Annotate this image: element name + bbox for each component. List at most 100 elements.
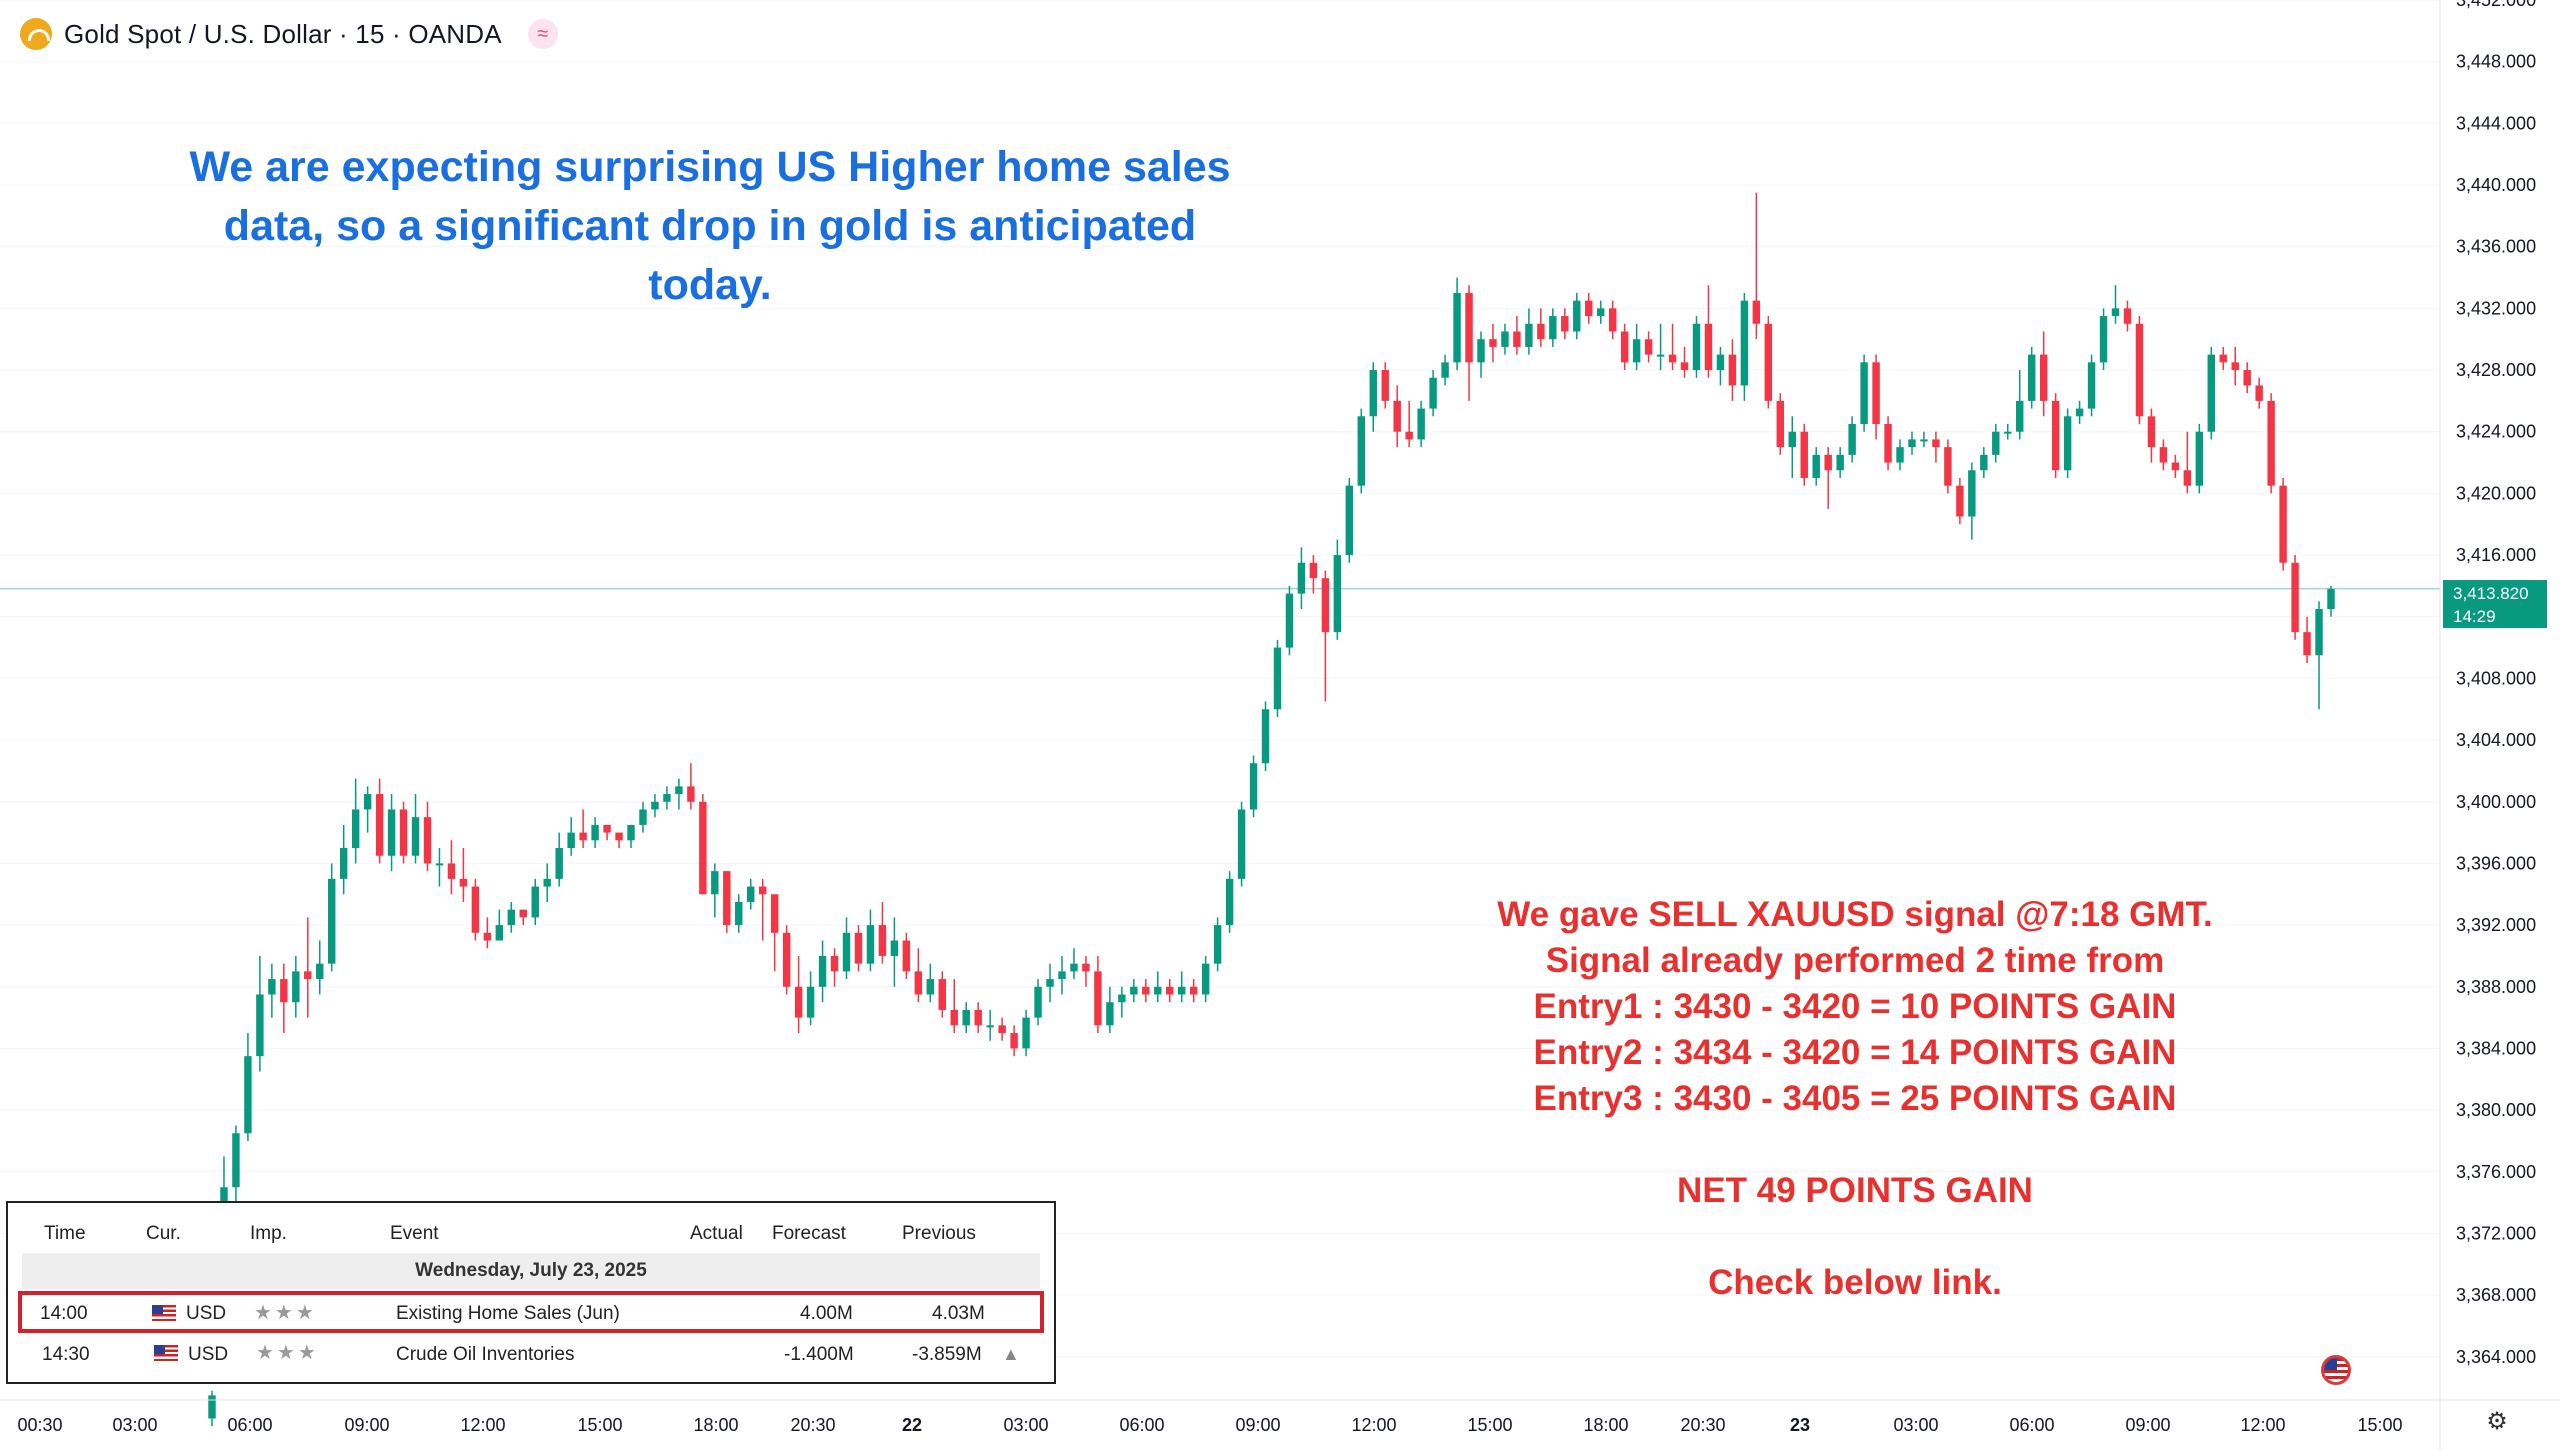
x-tick-label: 20:30 [1680,1415,1725,1435]
wave-icon[interactable]: ≈ [527,19,558,49]
event-currency: USD [188,1344,229,1365]
candle-body [2243,370,2251,386]
candle-body [1561,316,1569,332]
signal-annotation: We gave SELL XAUUSD signal @7:18 GMT. Si… [1450,892,2260,1306]
y-tick-label: 3,384.000 [2456,1038,2536,1058]
calendar-row[interactable]: 14:30 USD ★★★ Crude Oil Inventories -1.4… [22,1335,1040,1371]
candle-body [232,1133,240,1188]
x-tick-label: 03:00 [112,1415,157,1435]
candle-body [1393,400,1401,432]
candle-body [1477,339,1485,363]
candle-body [627,824,635,841]
candle-body [1944,447,1952,486]
candle-body [1369,370,1377,417]
candle-body [1189,986,1198,995]
x-tick-label: 06:00 [1119,1415,1164,1435]
candle-body [1201,963,1210,995]
grid-lines [0,0,2440,1358]
candle-body [399,809,408,856]
candle-body [1094,971,1102,1026]
event-time: 14:00 [40,1303,88,1324]
x-tick-label: 03:00 [1893,1415,1938,1435]
us-event-flag-icon[interactable] [2321,1355,2351,1385]
candle-body [1597,308,1605,317]
y-tick-label: 3,408.000 [2456,668,2536,688]
candle-body [447,863,456,879]
calendar-row[interactable]: 14:00 USD ★★★ Existing Home Sales (Jun) … [18,1291,1044,1333]
candle-body [1908,439,1916,448]
event-time: 14:30 [42,1344,90,1365]
candle-body [1166,986,1174,995]
y-tick-label: 3,404.000 [2456,730,2536,750]
candle-body [603,824,611,833]
candle-body [1118,994,1126,1003]
col-forecast: Forecast [772,1223,846,1244]
candle-body [1453,292,1461,363]
candle-body [268,979,276,995]
candle-body [1884,424,1892,463]
y-tick-label: 3,436.000 [2456,237,2536,257]
candle-body [2135,323,2144,417]
candle-body [1620,331,1629,363]
candle-body [2051,400,2060,471]
candle-body [1154,986,1162,995]
event-forecast: 4.00M [800,1303,853,1324]
candle-body [866,925,875,964]
candle-body [471,886,480,933]
event-forecast: -1.400M [784,1344,854,1365]
candle-body [998,1025,1006,1034]
candle-body [1896,447,1904,463]
y-tick-label: 3,444.000 [2456,113,2536,133]
event-name: Existing Home Sales (Jun) [396,1303,620,1324]
candle-body [1980,454,1988,471]
x-tick-label: 20:30 [790,1415,835,1435]
candle-body [507,909,516,926]
candle-body [1812,454,1820,478]
candle-body [1728,354,1737,386]
event-name: Crude Oil Inventories [396,1344,575,1365]
candle-body [1237,809,1246,879]
y-tick-label: 3,380.000 [2456,1100,2536,1120]
candle-body [1632,339,1641,363]
candle-body [1082,963,1090,972]
event-currency: USD [186,1303,227,1324]
candle-body [1501,331,1509,347]
candle-body [2231,362,2239,371]
signal-line: Entry2 : 3434 - 3420 = 14 POINTS GAIN [1533,1033,2177,1072]
time-axis[interactable]: 00:30 03:00 06:00 09:00 12:00 15:00 18:00 20:30… [17,1415,2402,1435]
candle-body [2219,354,2227,363]
spacer [1450,1214,2260,1260]
bar-countdown: 14:29 [2453,607,2496,626]
candle-body [1357,416,1365,486]
current-price-tag: 3,413.820 14:29 [2443,580,2547,628]
candle-body [1297,562,1306,594]
candle-body [782,932,791,987]
x-tick-label: 18:00 [1583,1415,1628,1435]
candle-body [651,801,659,810]
candle-body [1968,470,1976,517]
candle-body [2171,462,2180,471]
alert-bell-icon[interactable]: ▲ [1002,1344,1020,1364]
settings-gear-icon[interactable]: ⚙ [2486,1408,2508,1435]
candlestick-series [208,192,2335,1427]
symbol-header[interactable]: Gold Spot / U.S. Dollar · 15 · OANDA ≈ [20,16,558,52]
candle-body [2027,354,2036,401]
candle-body [1680,362,1689,371]
price-axis[interactable]: 3,452.000 3,448.000 3,444.000 3,440.000 3,43… [2456,0,2536,1367]
candle-body [711,871,719,895]
candle-body [1824,454,1832,471]
event-previous: -3.859M [912,1344,982,1365]
y-tick-label: 3,432.000 [2456,298,2536,318]
candle-body [280,979,288,1003]
y-tick-label: 3,388.000 [2456,977,2536,997]
candle-body [2303,632,2311,656]
candle-body [519,909,527,918]
symbol-title[interactable]: Gold Spot / U.S. Dollar · 15 · OANDA [64,18,502,49]
signal-line: Entry3 : 3430 - 3405 = 25 POINTS GAIN [1533,1079,2177,1118]
candle-body [1608,308,1617,332]
x-tick-label: 00:30 [17,1415,62,1435]
signal-total: NET 49 POINTS GAIN [1677,1171,2033,1210]
spacer [1450,1122,2260,1168]
candle-body [914,971,923,995]
